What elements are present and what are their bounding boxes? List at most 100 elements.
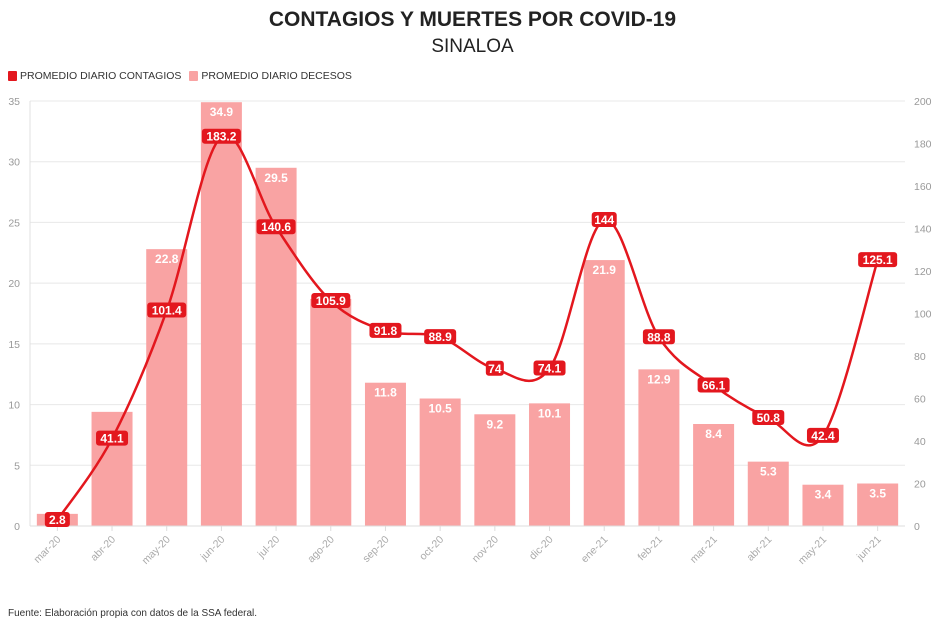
line-label-bg [96,430,129,446]
legend-item-decesos[interactable]: PROMEDIO DIARIO DECESOS [189,70,352,82]
x-tick-label: may-21 [796,534,829,567]
y-right-tick-label: 80 [914,351,926,363]
line-data-label: 183.2 [206,130,236,144]
bar-data-label: 3.4 [815,488,832,502]
y-left-tick-label: 10 [8,400,20,412]
bar-data-label: 11.8 [374,386,397,400]
y-right-tick-label: 40 [914,436,926,448]
bar-data-label: 29.5 [264,171,288,185]
line-label-bg [485,360,504,376]
line-data-label: 2.8 [49,513,66,527]
y-right-tick-label: 180 [914,139,932,151]
line-label-bg [44,512,70,528]
x-tick-label: jun-21 [854,534,884,564]
x-tick-label: dic-20 [527,534,556,563]
bar [529,403,571,526]
y-right-tick-label: 60 [914,394,926,406]
y-right-tick-label: 100 [914,309,932,321]
x-tick-label: nov-20 [470,534,501,565]
bar-data-label: 9.2 [487,417,504,431]
legend-item-contagios[interactable]: PROMEDIO DIARIO CONTAGIOS [8,70,181,82]
y-left-tick-label: 5 [14,460,20,472]
x-tick-label: oct-20 [417,534,446,563]
bar [146,249,188,526]
legend-label: PROMEDIO DIARIO DECESOS [201,70,352,82]
line-label-bg [752,410,785,426]
contagios-line [56,133,879,521]
bar [638,369,680,526]
bar-data-label: 10.5 [428,402,452,416]
y-left-tick-label: 0 [14,521,20,533]
chart-subtitle: SINALOA [431,36,514,57]
x-tick-label: abr-20 [88,534,118,564]
x-tick-label: jul-20 [255,534,282,561]
y-left-tick-label: 30 [8,157,20,169]
line-label-bg [591,212,617,227]
line-data-label: 140.6 [261,220,291,234]
x-tick-label: feb-21 [635,534,665,564]
bar-data-label: 10.1 [538,406,562,420]
legend-swatch [189,71,199,81]
y-right-tick-label: 20 [914,479,926,491]
x-tick-label: abr-21 [744,534,774,564]
bar-data-label: 5.3 [760,465,777,479]
line-data-label: 101.4 [152,304,182,318]
line-label-bg [424,329,457,345]
line-data-label: 88.9 [428,330,452,344]
bar [310,298,352,526]
line-label-bg [147,302,187,318]
y-right-tick-label: 160 [914,181,932,193]
line-data-label: 42.4 [811,429,835,443]
x-tick-label: sep-20 [360,534,391,565]
bar-data-label: 34.9 [210,105,234,119]
line-data-label: 74 [488,362,502,376]
legend-label: PROMEDIO DIARIO CONTAGIOS [20,70,182,82]
bar-data-label: 22.8 [155,252,179,266]
bar-data-label: 8.4 [705,427,722,441]
line-data-label: 88.8 [647,330,671,344]
line-data-label: 91.8 [374,324,398,338]
bar [364,382,406,526]
legend-swatch [8,71,17,81]
line-data-label: 50.8 [757,411,781,425]
bar [419,398,461,526]
y-left-tick-label: 20 [8,278,20,290]
bar-data-label: 21.9 [593,263,617,277]
line-label-bg [806,427,839,443]
y-right-tick-label: 0 [914,521,920,533]
line-label-bg [642,329,675,345]
bar [802,484,844,526]
line-data-label: 105.9 [316,294,346,308]
line-label-bg [369,322,402,338]
bar [474,414,516,526]
x-tick-label: mar-20 [31,534,63,566]
bar [693,424,735,526]
x-tick-label: ago-20 [305,534,337,566]
line-data-label: 74.1 [538,362,562,376]
bar [91,411,133,526]
x-tick-label: may-20 [140,534,173,567]
y-left-tick-label: 25 [8,217,20,229]
bar-data-label: 12.9 [647,372,671,386]
y-right-tick-label: 120 [914,266,932,278]
bar [583,260,625,526]
y-left-tick-label: 35 [8,96,20,108]
x-tick-label: mar-21 [688,534,720,566]
y-right-tick-label: 140 [914,224,932,236]
x-tick-label: jun-20 [198,534,228,564]
line-label-bg [256,219,296,235]
line-data-label: 66.1 [702,379,726,393]
line-label-bg [201,128,241,144]
source-note: Fuente: Elaboración propia con datos de … [8,608,258,619]
bar-data-label: 3.5 [869,487,886,501]
bar [747,461,789,526]
x-tick-label: ene-21 [579,534,611,566]
line-data-label: 144 [594,213,614,227]
line-data-label: 125.1 [863,253,893,267]
chart-title: CONTAGIOS Y MUERTES POR COVID-19 [268,8,677,31]
line-label-bg [533,360,566,376]
bar [200,102,242,526]
legend: PROMEDIO DIARIO CONTAGIOS PROMEDIO DIARI… [8,70,352,82]
line-label-bg [311,292,351,308]
